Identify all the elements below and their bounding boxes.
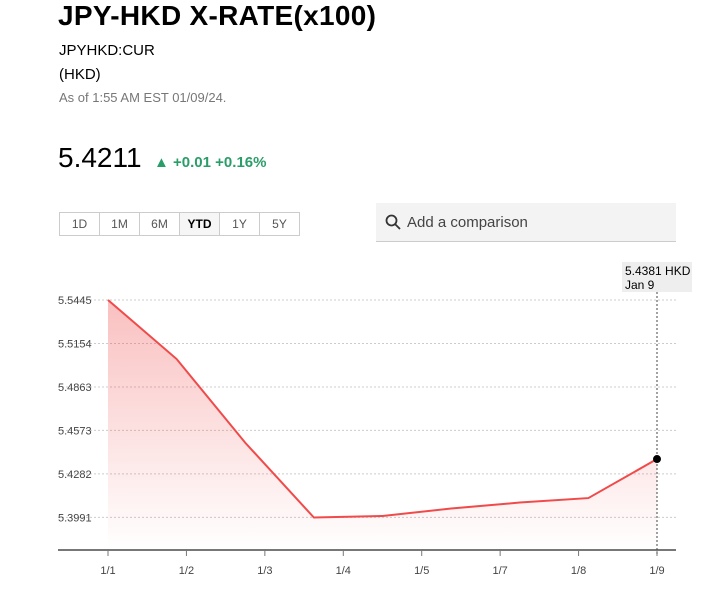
x-tick-label: 1/4 [336, 565, 351, 577]
tab-ytd[interactable]: YTD [180, 213, 220, 235]
x-tick-label: 1/2 [179, 565, 194, 577]
as-of-timestamp: As of 1:55 AM EST 01/09/24. [59, 90, 227, 105]
tab-5y[interactable]: 5Y [272, 217, 287, 231]
x-tick-label: 1/8 [571, 565, 586, 577]
x-tick-label: 1/9 [649, 565, 664, 577]
page-title: JPY-HKD X-RATE(x100) [58, 0, 377, 31]
y-tick-label: 5.5154 [58, 339, 92, 351]
tab-1y[interactable]: 1Y [220, 213, 260, 235]
x-tick-label: 1/1 [100, 565, 115, 577]
change-percent: +0.16% [215, 154, 267, 171]
tab-6m[interactable]: 6M [140, 213, 180, 235]
price-line [107, 299, 658, 519]
y-tick-label: 5.3991 [58, 512, 92, 524]
tooltip-value: 5.4381 HKD [625, 264, 691, 278]
up-triangle-icon: ▲ [154, 154, 169, 171]
price-area [108, 300, 657, 550]
change-value: +0.01 [173, 154, 211, 171]
change: ▲ +0.01 +0.16% [154, 154, 266, 171]
x-tick-label: 1/3 [257, 565, 272, 577]
search-placeholder[interactable]: Add a comparison [407, 213, 528, 231]
range-tabs: 1D 1M 6M YTD 1Y 5Y [59, 212, 300, 236]
y-tick-label: 5.5445 [58, 295, 92, 307]
comparison-search[interactable]: Add a comparison [376, 203, 676, 242]
tab-1m[interactable]: 1M [100, 213, 140, 235]
tab-1d[interactable]: 1D [60, 213, 100, 235]
y-tick-label: 5.4573 [58, 425, 92, 437]
search-icon [385, 214, 401, 230]
x-tick-label: 1/5 [414, 565, 429, 577]
price: 5.4211 [58, 142, 142, 173]
ticker-symbol: JPYHKD:CUR [59, 42, 155, 59]
currency: (HKD) [59, 66, 101, 83]
x-tick-label: 1/7 [492, 565, 507, 577]
hover-point [653, 455, 661, 464]
tooltip: 5.4381 HKD Jan 9 [622, 262, 692, 292]
tooltip-date: Jan 9 [625, 278, 655, 292]
y-tick-label: 5.4863 [58, 382, 92, 394]
y-tick-label: 5.4282 [58, 469, 92, 481]
